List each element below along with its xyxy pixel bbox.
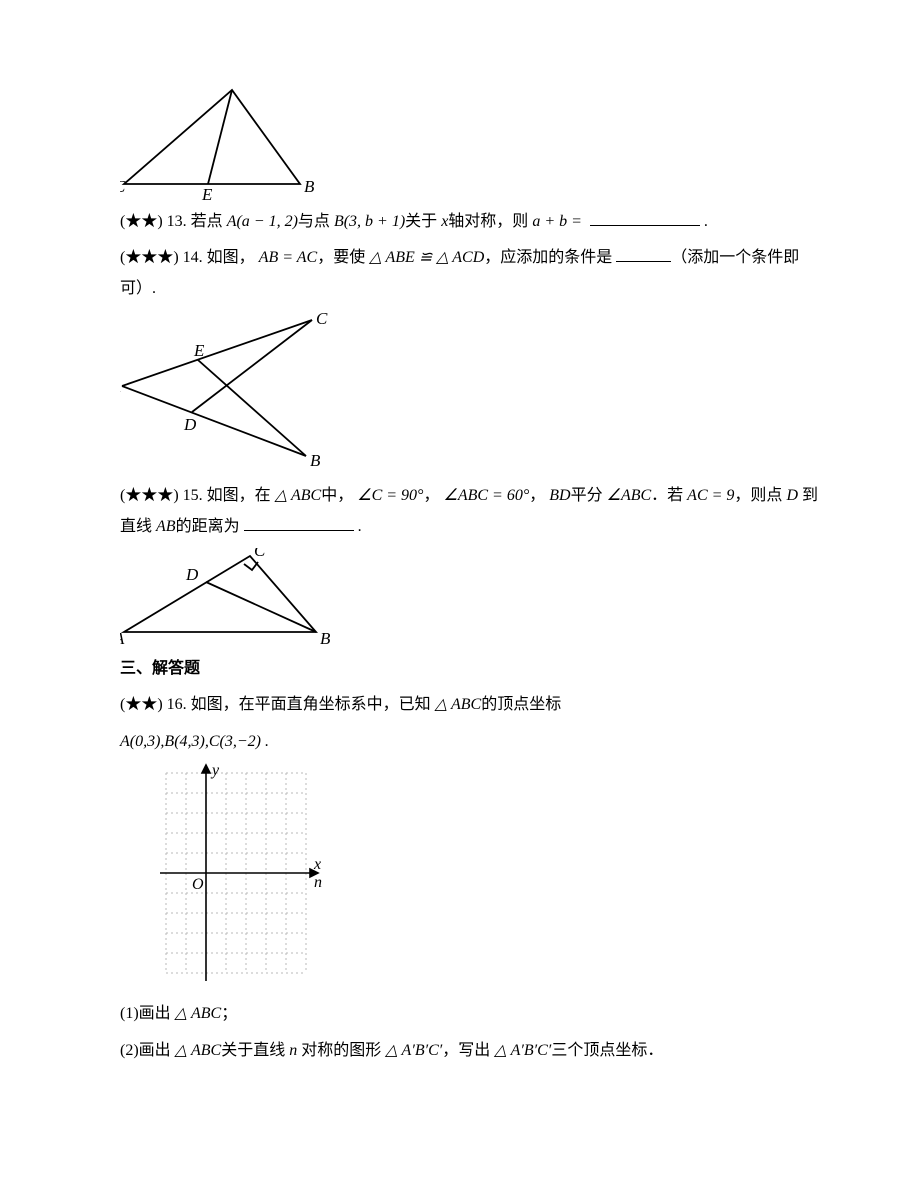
q16-sub2-text-a: 画出: [139, 1042, 175, 1059]
q16-sub2: (2)画出 △ ABC关于直线 n 对称的图形 △ A′B′C′，写出 △ A′…: [120, 1036, 820, 1066]
q16-sub1: (1)画出 △ ABC；: [120, 999, 820, 1029]
svg-text:E: E: [201, 185, 213, 201]
q15-math-e: ∠ABC: [607, 487, 652, 504]
q13-math-a: A(a − 1, 2): [227, 213, 298, 230]
q15-stars: (★★★) 15.: [120, 487, 207, 504]
q16-text-b: 的顶点坐标: [481, 696, 561, 713]
q16-sub2-text-d: ，写出: [442, 1042, 494, 1059]
q15-math-h: AB: [156, 518, 176, 535]
q14-text-c: ，应添加的条件是: [484, 249, 616, 266]
q16-sub2-math-b: △ A′B′C′: [385, 1042, 442, 1059]
q16-sub2-math-a: △ ABC: [175, 1042, 222, 1059]
svg-text:x: x: [313, 856, 321, 873]
svg-text:n: n: [314, 874, 322, 891]
q16-text-a: 如图，在平面直角坐标系中，已知: [191, 696, 435, 713]
q16-sub2-text-c: 对称的图形: [297, 1042, 385, 1059]
q14-stars: (★★★) 14.: [120, 249, 207, 266]
q14-text-a: 如图，: [207, 249, 259, 266]
q14-math-a: AB = AC: [259, 249, 318, 266]
q15-text-e: ．若: [651, 487, 687, 504]
svg-text:A: A: [120, 377, 121, 396]
q16-grid: y x n O: [150, 763, 820, 993]
q13-math-b: B(3, b + 1): [334, 213, 405, 230]
q14-math-b: △ ABE ≌ △ ACD: [369, 249, 484, 266]
q13-math-ab: a + b =: [532, 213, 586, 230]
q15-math-g: D: [786, 487, 798, 504]
svg-text:C: C: [254, 548, 266, 560]
q16-sub2-math-c: △ A′B′C′: [494, 1042, 551, 1059]
q15-math-a: △ ABC: [275, 487, 322, 504]
q16-sub2-text-e: 三个顶点坐标．: [551, 1042, 663, 1059]
q16-line2: A(0,3),B(4,3),C(3,−2) .: [120, 727, 820, 757]
q14: (★★★) 14. 如图， AB = AC，要使 △ ABE ≌ △ ACD，应…: [120, 243, 820, 304]
q15-text-c2: ，: [529, 487, 549, 504]
q15-math-f: AC = 9: [687, 487, 734, 504]
svg-text:C: C: [316, 310, 328, 328]
q16-line1: (★★) 16. 如图，在平面直角坐标系中，已知 △ ABC的顶点坐标: [120, 690, 820, 720]
svg-text:E: E: [193, 341, 205, 360]
q13-tail: .: [700, 213, 708, 230]
section-3-title: 三、解答题: [120, 654, 820, 684]
q15-tail: .: [354, 518, 362, 535]
q13-text-b: 与点: [298, 213, 334, 230]
q15-math-c: ∠ABC = 60°: [443, 487, 529, 504]
svg-text:B: B: [304, 177, 315, 196]
q16-coords: A(0,3),B(4,3),C(3,−2) .: [120, 733, 269, 750]
svg-text:B: B: [310, 451, 321, 470]
q15-text-b: 中，: [321, 487, 357, 504]
q15-text-h: 的距离为: [176, 518, 244, 535]
q13-blank: [590, 209, 700, 226]
q16-sub1-text: 画出: [139, 1005, 175, 1022]
q13: (★★) 13. 若点 A(a − 1, 2)与点 B(3, b + 1)关于 …: [120, 207, 820, 237]
svg-text:y: y: [210, 763, 220, 779]
svg-text:A: A: [120, 629, 125, 648]
svg-text:A: A: [227, 86, 239, 90]
svg-text:O: O: [192, 876, 204, 893]
svg-text:B: B: [320, 629, 330, 648]
q14-text-b: ，要使: [317, 249, 369, 266]
svg-text:D: D: [185, 565, 199, 584]
q15-text-a: 如图，在: [207, 487, 275, 504]
q15-math-d: BD: [549, 487, 570, 504]
q16-math-a: △ ABC: [435, 696, 482, 713]
q12-figure: A B C E: [120, 86, 820, 201]
q16-sub1-math: △ ABC: [175, 1005, 222, 1022]
q13-text-a: 若点: [191, 213, 227, 230]
q15-text-d: 平分: [571, 487, 607, 504]
q14-figure: A C B E D: [120, 310, 820, 475]
q16-sub1-num: (1): [120, 1005, 139, 1022]
q16-stars: (★★) 16.: [120, 696, 191, 713]
q16-sub2-text-b: 关于直线: [221, 1042, 289, 1059]
q15-text-f: ，则点: [734, 487, 786, 504]
q16-sub1-tail: ；: [221, 1005, 237, 1022]
q13-stars: (★★) 13.: [120, 213, 191, 230]
q15-text-c1: ，: [423, 487, 443, 504]
q15: (★★★) 15. 如图，在 △ ABC中， ∠C = 90°， ∠ABC = …: [120, 481, 820, 542]
q15-figure: A B C D: [120, 548, 820, 648]
q13-text-c: 关于: [405, 213, 441, 230]
q13-text-d: 轴对称，则: [448, 213, 532, 230]
q15-blank: [244, 514, 354, 531]
q14-blank: [616, 245, 671, 262]
q15-math-b: ∠C = 90°: [357, 487, 423, 504]
svg-text:D: D: [183, 415, 197, 434]
q16-sub2-num: (2): [120, 1042, 139, 1059]
svg-text:C: C: [120, 177, 126, 196]
